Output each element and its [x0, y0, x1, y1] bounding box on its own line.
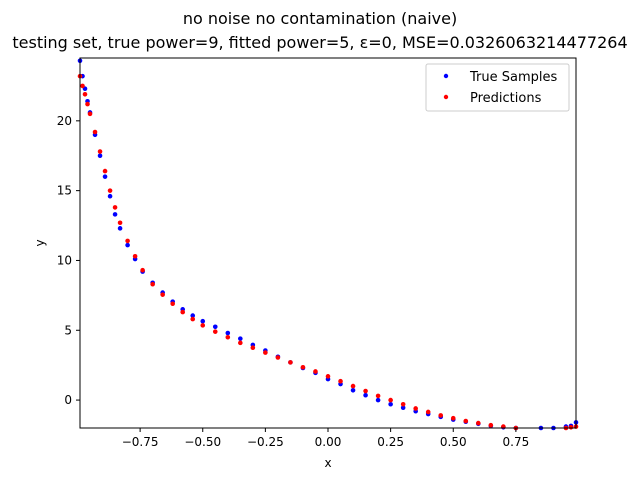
- x-tick-label: −0.75: [122, 435, 159, 449]
- data-point: [125, 242, 130, 248]
- data-point: [338, 378, 343, 384]
- data-point: [488, 422, 494, 428]
- data-point: [350, 383, 356, 389]
- data-point: [200, 323, 206, 328]
- data-point: [150, 281, 155, 287]
- data-point: [388, 397, 393, 403]
- data-point: [288, 360, 293, 365]
- data-point: [82, 92, 88, 97]
- data-point: [568, 425, 574, 430]
- data-point: [450, 415, 456, 421]
- legend-marker-predictions: [443, 94, 449, 100]
- y-tick-label: 15: [57, 184, 72, 198]
- x-axis: −0.75 −0.50 −0.25 0.00 0.25 0.50 0.75: [122, 428, 530, 449]
- chart-title: no noise no contamination (naive): [183, 9, 457, 28]
- data-point: [212, 329, 218, 334]
- y-axis: 0 5 10 15 20: [57, 114, 80, 407]
- data-point: [400, 401, 406, 407]
- data-point: [313, 369, 318, 374]
- data-point: [388, 401, 393, 407]
- data-point: [250, 345, 256, 351]
- series-1: [77, 73, 579, 431]
- data-point: [375, 397, 381, 403]
- legend-frame: [425, 63, 570, 112]
- data-point: [225, 334, 231, 340]
- data-point: [400, 405, 406, 411]
- x-tick-label: 0.50: [440, 435, 467, 449]
- data-point: [438, 413, 444, 418]
- y-tick-label: 0: [64, 393, 72, 407]
- legend: True Samples Predictions: [425, 63, 570, 112]
- data-point: [363, 392, 368, 398]
- data-point: [300, 364, 306, 370]
- plot-frame: [79, 57, 577, 429]
- data-point: [275, 355, 281, 360]
- data-point: [97, 149, 103, 154]
- data-point: [80, 83, 85, 89]
- legend-label-true-samples: True Samples: [469, 70, 557, 85]
- data-point: [140, 267, 145, 273]
- data-point: [263, 350, 268, 355]
- data-point: [190, 313, 196, 318]
- y-axis-label: y: [33, 239, 47, 246]
- data-point: [85, 101, 90, 107]
- data-point: [238, 336, 243, 341]
- y-tick-label: 20: [57, 114, 72, 128]
- data-point: [132, 253, 138, 259]
- data-point: [225, 330, 231, 336]
- data-point: [117, 226, 123, 231]
- data-point: [112, 212, 118, 217]
- data-point: [170, 301, 175, 307]
- data-point: [425, 409, 431, 415]
- legend-label-predictions: Predictions: [470, 91, 542, 106]
- data-point: [87, 111, 93, 117]
- y-tick-label: 5: [64, 323, 72, 337]
- plot-area: [77, 58, 579, 431]
- x-tick-label: −0.50: [184, 435, 221, 449]
- data-point: [160, 292, 165, 297]
- y-tick-label: 10: [57, 253, 72, 267]
- data-point: [363, 388, 368, 394]
- data-point: [107, 193, 113, 199]
- data-point: [190, 316, 196, 322]
- data-point: [125, 238, 130, 244]
- data-point: [180, 309, 186, 315]
- data-point: [375, 393, 381, 399]
- data-point: [97, 153, 103, 159]
- data-point: [107, 188, 113, 193]
- data-point: [413, 406, 418, 411]
- x-tick-label: −0.25: [247, 435, 284, 449]
- x-tick-label: 0.25: [377, 435, 404, 449]
- legend-marker-true-samples: [443, 73, 449, 79]
- data-point: [238, 340, 243, 346]
- data-point: [102, 168, 108, 174]
- x-tick-label: 0.00: [315, 435, 342, 449]
- data-point: [92, 129, 98, 135]
- data-point: [200, 318, 206, 324]
- data-point: [325, 374, 331, 379]
- data-point: [350, 388, 356, 393]
- data-point: [117, 220, 123, 226]
- data-point: [112, 205, 118, 210]
- data-point: [102, 174, 108, 179]
- chart-subtitle: testing set, true power=9, fitted power=…: [12, 33, 627, 52]
- data-point: [476, 420, 481, 426]
- data-point: [212, 324, 218, 330]
- data-point: [463, 418, 469, 424]
- x-axis-label: x: [324, 456, 331, 470]
- x-tick-label: 0.75: [503, 435, 530, 449]
